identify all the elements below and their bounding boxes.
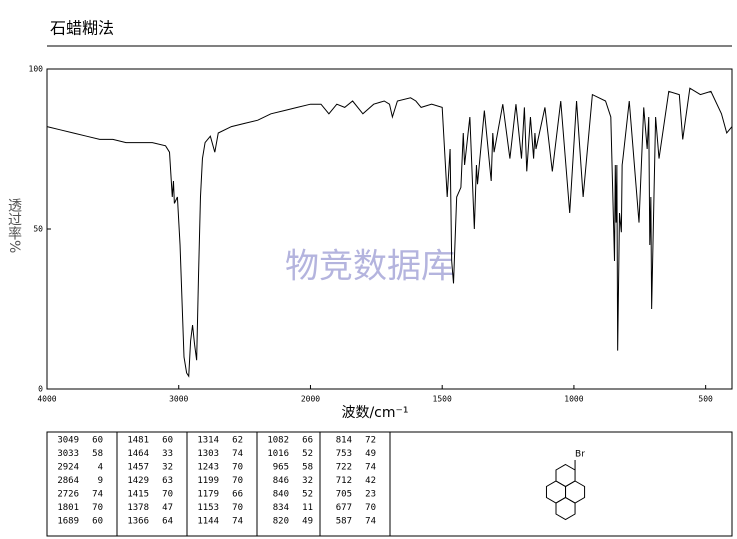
peak-wavenumber: 2726 <box>57 490 79 500</box>
x-tick-label: 4000 <box>37 395 56 404</box>
peak-wavenumber: 722 <box>336 463 352 473</box>
peak-wavenumber: 587 <box>336 517 352 527</box>
x-tick-label: 3000 <box>169 395 188 404</box>
peak-transmittance: 47 <box>162 503 173 513</box>
peak-transmittance: 70 <box>365 503 376 513</box>
peak-transmittance: 4 <box>98 463 103 473</box>
peak-transmittance: 74 <box>365 517 376 527</box>
peak-transmittance: 66 <box>232 490 243 500</box>
peak-wavenumber: 1801 <box>57 503 79 513</box>
peak-transmittance: 70 <box>232 503 243 513</box>
peak-wavenumber: 3049 <box>57 436 79 446</box>
peak-transmittance: 63 <box>162 476 173 486</box>
peak-transmittance: 32 <box>302 476 313 486</box>
peak-transmittance: 74 <box>232 449 243 459</box>
peak-transmittance: 33 <box>162 449 173 459</box>
peak-transmittance: 58 <box>302 463 313 473</box>
molecule-ring <box>555 496 576 521</box>
x-tick-label: 1500 <box>433 395 452 404</box>
peak-transmittance: 74 <box>365 463 376 473</box>
x-tick-label: 1000 <box>564 395 583 404</box>
peak-transmittance: 70 <box>92 503 103 513</box>
peak-wavenumber: 1481 <box>127 436 149 446</box>
peak-wavenumber: 1689 <box>57 517 79 527</box>
peak-wavenumber: 3033 <box>57 449 79 459</box>
peak-wavenumber: 1199 <box>197 476 219 486</box>
spectrum-line <box>46 87 733 378</box>
molecule-label: Br <box>575 450 585 460</box>
peak-wavenumber: 846 <box>273 476 289 486</box>
peak-wavenumber: 965 <box>273 463 289 473</box>
peak-transmittance: 9 <box>98 476 103 486</box>
peak-wavenumber: 1016 <box>267 449 289 459</box>
peak-wavenumber: 1464 <box>127 449 149 459</box>
chart-title: 石蜡糊法 <box>50 19 114 38</box>
peak-wavenumber: 712 <box>336 476 352 486</box>
peak-wavenumber: 1179 <box>197 490 219 500</box>
peak-wavenumber: 705 <box>336 490 352 500</box>
peak-transmittance: 32 <box>162 463 173 473</box>
peak-transmittance: 70 <box>232 463 243 473</box>
peak-transmittance: 23 <box>365 490 376 500</box>
peak-wavenumber: 834 <box>273 503 289 513</box>
x-axis-label: 波数/cm⁻¹ <box>341 405 408 421</box>
peak-wavenumber: 1415 <box>127 490 149 500</box>
peak-wavenumber: 2864 <box>57 476 79 486</box>
y-axis-label: 透过率% <box>6 198 22 253</box>
peak-transmittance: 62 <box>232 436 243 446</box>
y-tick-label: 0 <box>38 385 43 394</box>
x-tick-label: 500 <box>698 395 713 404</box>
y-tick-label: 50 <box>33 225 43 234</box>
x-tick-label: 2000 <box>301 395 320 404</box>
peak-wavenumber: 753 <box>336 449 352 459</box>
peak-wavenumber: 840 <box>273 490 289 500</box>
peak-wavenumber: 1457 <box>127 463 149 473</box>
peak-transmittance: 66 <box>302 436 313 446</box>
peak-wavenumber: 1366 <box>127 517 149 527</box>
watermark: 物竞数据库 <box>285 247 455 287</box>
peak-wavenumber: 1153 <box>197 503 219 513</box>
peak-wavenumber: 814 <box>336 436 352 446</box>
peak-transmittance: 70 <box>162 490 173 500</box>
peak-wavenumber: 1303 <box>197 449 219 459</box>
peak-wavenumber: 1243 <box>197 463 219 473</box>
plot-frame <box>46 68 733 390</box>
peak-wavenumber: 820 <box>273 517 289 527</box>
peak-transmittance: 52 <box>302 490 313 500</box>
peak-wavenumber: 2924 <box>57 463 79 473</box>
peak-wavenumber: 677 <box>336 503 352 513</box>
peak-transmittance: 64 <box>162 517 173 527</box>
peak-transmittance: 72 <box>365 436 376 446</box>
peak-transmittance: 49 <box>365 449 376 459</box>
peak-wavenumber: 1082 <box>267 436 289 446</box>
peak-transmittance: 11 <box>302 503 313 513</box>
y-tick-label: 100 <box>29 65 44 74</box>
peak-wavenumber: 1378 <box>127 503 149 513</box>
peak-transmittance: 60 <box>92 436 103 446</box>
peak-transmittance: 60 <box>162 436 173 446</box>
peak-transmittance: 52 <box>302 449 313 459</box>
peak-transmittance: 74 <box>232 517 243 527</box>
peak-transmittance: 58 <box>92 449 103 459</box>
peak-transmittance: 49 <box>302 517 313 527</box>
peak-transmittance: 42 <box>365 476 376 486</box>
peak-transmittance: 70 <box>232 476 243 486</box>
peak-wavenumber: 1429 <box>127 476 149 486</box>
peak-transmittance: 74 <box>92 490 103 500</box>
peak-transmittance: 60 <box>92 517 103 527</box>
peak-wavenumber: 1314 <box>197 436 219 446</box>
peak-wavenumber: 1144 <box>197 517 219 527</box>
